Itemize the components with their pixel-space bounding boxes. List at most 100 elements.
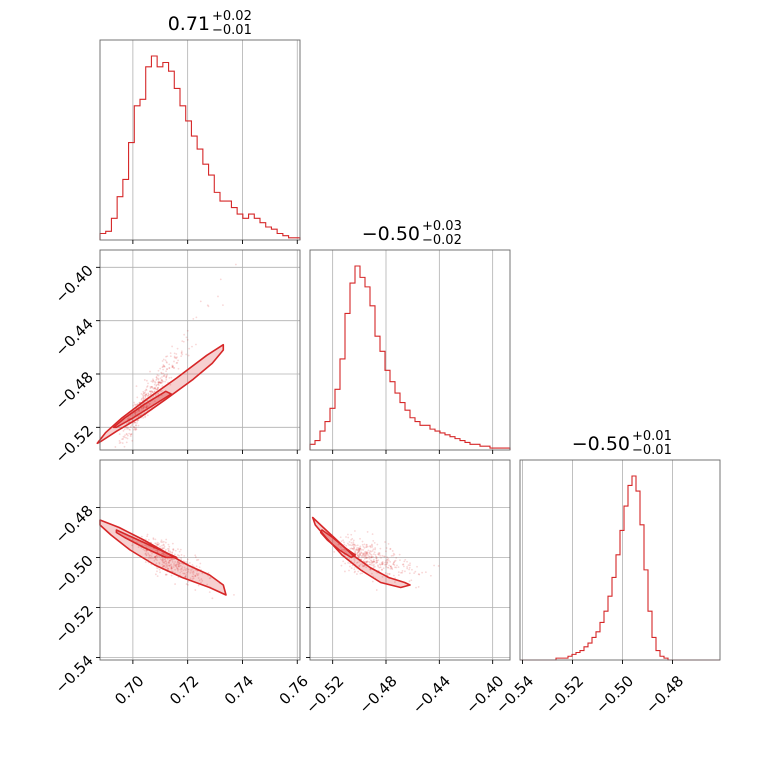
sample-point — [234, 263, 237, 266]
sample-point — [358, 548, 361, 550]
sample-point — [186, 571, 188, 574]
sample-point — [150, 385, 153, 388]
sample-point — [437, 565, 440, 567]
sample-point — [172, 548, 175, 551]
sample-point — [385, 566, 388, 568]
sample-point — [378, 553, 381, 556]
sample-point — [384, 541, 386, 543]
sample-point — [148, 402, 151, 405]
sample-point — [161, 378, 163, 381]
sample-point — [154, 556, 156, 559]
sample-point — [390, 566, 393, 569]
sample-point — [359, 554, 361, 557]
sample-point — [134, 413, 137, 416]
sample-point — [124, 434, 126, 437]
sample-point — [363, 558, 366, 560]
sample-point — [381, 569, 383, 571]
sample-point — [186, 329, 189, 332]
sample-point — [165, 360, 168, 363]
sample-point — [178, 562, 181, 564]
sample-point — [162, 553, 165, 556]
sample-point — [172, 548, 174, 551]
sample-point — [145, 405, 147, 408]
sample-point — [161, 560, 164, 563]
sample-point — [142, 406, 145, 409]
sample-point — [415, 586, 417, 589]
sample-point — [125, 436, 127, 439]
sample-point — [352, 543, 355, 545]
sample-point — [157, 381, 160, 384]
sample-point — [366, 531, 369, 533]
sample-point — [340, 564, 343, 567]
sample-point — [160, 381, 162, 384]
sample-point — [156, 387, 159, 390]
sample-point — [162, 365, 164, 368]
sample-point — [370, 556, 373, 559]
sample-point — [370, 554, 373, 556]
sample-point — [168, 565, 171, 567]
sample-point — [156, 570, 158, 573]
sample-point — [168, 366, 171, 369]
panel-frame — [309, 249, 511, 451]
sample-point — [161, 547, 164, 550]
sample-point — [433, 564, 435, 567]
sample-point — [177, 548, 179, 551]
sample-point — [186, 558, 189, 561]
sample-point — [342, 560, 345, 563]
sample-point — [191, 564, 194, 566]
sample-point — [417, 573, 420, 576]
titles-layer: 0.71 +0.02−0.01−0.50 +0.03−0.02−0.50 +0.01−… — [168, 9, 672, 458]
sample-point — [171, 561, 174, 563]
sample-point — [429, 574, 432, 577]
sample-point — [156, 559, 158, 562]
sample-point — [154, 538, 157, 541]
sample-point — [388, 564, 391, 567]
sample-point — [144, 389, 147, 392]
sample-point — [173, 360, 175, 363]
sample-point — [161, 389, 163, 392]
title-lower-error: −0.01 — [212, 23, 252, 38]
sample-point — [170, 566, 173, 569]
sample-point — [129, 429, 131, 431]
sample-point — [154, 558, 157, 560]
sample-point — [350, 547, 353, 550]
sample-point — [161, 544, 163, 547]
sample-point — [364, 550, 367, 553]
sample-point — [342, 539, 344, 542]
sample-point — [165, 564, 168, 567]
sample-point — [122, 438, 125, 440]
sample-point — [206, 583, 209, 586]
sample-point — [343, 543, 346, 546]
panel-frame — [309, 459, 511, 661]
title-median: 0.71 — [168, 13, 210, 35]
sample-point — [118, 433, 121, 435]
sample-point — [159, 367, 162, 370]
sample-point — [146, 549, 148, 552]
sample-point — [384, 571, 387, 574]
sample-point — [393, 564, 396, 566]
sample-point — [353, 543, 356, 546]
sample-point — [176, 561, 179, 564]
sample-point — [177, 568, 180, 571]
sample-point — [173, 352, 176, 355]
sample-point — [168, 555, 171, 558]
sample-point — [135, 424, 137, 427]
sample-point — [178, 550, 181, 553]
sample-point — [166, 373, 169, 376]
sample-point — [157, 378, 160, 381]
sample-point — [184, 575, 187, 578]
sample-point — [343, 541, 345, 544]
sample-point — [173, 553, 176, 556]
sample-point — [195, 572, 198, 575]
sample-point — [382, 567, 385, 570]
sample-point — [138, 410, 141, 413]
sample-point — [394, 581, 396, 583]
sample-point — [340, 548, 343, 551]
sample-point — [176, 356, 178, 359]
sample-point — [159, 390, 162, 393]
sample-point — [145, 393, 148, 396]
sample-point — [169, 551, 172, 554]
sample-point — [375, 557, 378, 560]
sample-point — [348, 540, 351, 543]
